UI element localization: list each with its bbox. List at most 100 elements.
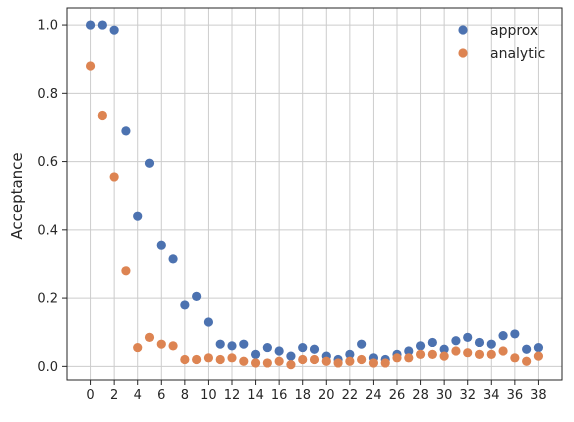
- approx-point: [463, 332, 473, 342]
- x-tick-label: 26: [389, 388, 406, 403]
- x-tick-label: 10: [200, 388, 217, 403]
- analytic-point: [451, 346, 461, 356]
- analytic-point: [298, 354, 308, 365]
- series-approx: [85, 20, 544, 365]
- analytic-point: [97, 110, 107, 121]
- approx-point: [203, 317, 214, 327]
- approx-point: [97, 20, 107, 30]
- x-tick-label: 22: [342, 388, 359, 403]
- approx-point: [192, 291, 202, 301]
- x-tick-label: 4: [134, 388, 142, 403]
- approx-point: [451, 336, 461, 346]
- analytic-point: [474, 349, 485, 360]
- x-tick-label: 34: [483, 388, 500, 403]
- x-tick-label: 36: [507, 388, 524, 403]
- analytic-point: [262, 358, 272, 368]
- approx-point: [133, 211, 143, 221]
- analytic-point: [463, 348, 473, 358]
- approx-point: [522, 344, 532, 354]
- approx-point: [168, 254, 178, 264]
- approx-point: [474, 337, 485, 348]
- x-tick-label: 38: [530, 388, 547, 403]
- analytic-point: [156, 339, 166, 349]
- analytic-point: [380, 358, 390, 368]
- approx-point: [274, 346, 284, 356]
- x-tick-label: 12: [224, 388, 241, 403]
- analytic-point: [227, 353, 237, 363]
- approx-point: [357, 339, 367, 349]
- x-tick-label: 24: [365, 388, 382, 403]
- legend: approx analytic: [458, 23, 545, 62]
- approx-point: [533, 342, 544, 353]
- analytic-point: [180, 354, 190, 365]
- analytic-point: [321, 356, 331, 366]
- legend-label-approx: approx: [490, 23, 538, 39]
- analytic-point: [368, 358, 379, 368]
- x-tick-label: 18: [294, 388, 311, 403]
- analytic-point: [333, 358, 343, 368]
- analytic-point: [415, 349, 426, 360]
- approx-point: [215, 339, 225, 349]
- approx-point: [345, 349, 355, 360]
- approx-point: [239, 339, 249, 349]
- y-tick-label: 0.8: [37, 87, 58, 102]
- analytic-point: [286, 360, 296, 370]
- x-tick-label: 8: [181, 388, 189, 403]
- legend-label-analytic: analytic: [490, 46, 545, 62]
- analytic-point: [345, 356, 355, 366]
- analytic-point: [427, 349, 437, 360]
- approx-point: [309, 344, 320, 354]
- approx-point: [510, 329, 520, 339]
- y-tick-label: 0.0: [37, 360, 58, 375]
- analytic-point: [203, 353, 214, 363]
- approx-point: [486, 339, 496, 349]
- approx-point: [156, 240, 166, 250]
- axis-ticks: 0 2 4 6 8 10 12 14 16 18 20 22 24 26 28 30 32 34 36 380.00.…: [37, 19, 546, 403]
- approx-point: [415, 341, 426, 351]
- analytic-point: [144, 332, 155, 342]
- x-tick-label: 32: [459, 388, 476, 403]
- approx-point: [144, 158, 155, 168]
- approx-point: [439, 344, 449, 354]
- x-tick-label: 16: [271, 388, 288, 403]
- analytic-point: [109, 172, 119, 182]
- x-tick-label: 30: [436, 388, 453, 403]
- analytic-point: [274, 356, 284, 366]
- series-analytic: [85, 61, 544, 370]
- x-tick-label: 0: [86, 388, 94, 403]
- analytic-point: [392, 353, 402, 363]
- analytic-point: [250, 358, 261, 368]
- analytic-point: [439, 351, 449, 361]
- analytic-point: [404, 353, 414, 363]
- analytic-point: [85, 61, 96, 71]
- y-tick-label: 0.6: [37, 155, 58, 170]
- x-tick-label: 2: [110, 388, 118, 403]
- approx-point: [286, 351, 296, 361]
- approx-point: [298, 342, 308, 353]
- analytic-point: [486, 349, 496, 360]
- approx-point: [427, 337, 437, 348]
- x-tick-label: 28: [412, 388, 429, 403]
- approx-point: [121, 126, 131, 136]
- analytic-point: [215, 354, 225, 365]
- plot-frame: [66, 7, 563, 381]
- analytic-point: [533, 351, 544, 361]
- approx-point: [498, 331, 508, 341]
- grid: [67, 8, 562, 380]
- x-tick-label: 20: [318, 388, 335, 403]
- analytic-point: [192, 354, 202, 365]
- approx-point: [404, 346, 414, 356]
- y-tick-label: 0.2: [37, 292, 58, 307]
- approx-point: [85, 20, 96, 30]
- legend-marker-approx: [458, 25, 468, 35]
- approx-point: [227, 341, 237, 351]
- analytic-point: [133, 342, 143, 353]
- analytic-point: [522, 356, 532, 366]
- x-tick-label: 6: [157, 388, 165, 403]
- approx-point: [250, 349, 261, 360]
- analytic-point: [121, 266, 131, 276]
- data-points: [85, 20, 544, 370]
- analytic-point: [357, 354, 367, 365]
- analytic-point: [498, 346, 508, 356]
